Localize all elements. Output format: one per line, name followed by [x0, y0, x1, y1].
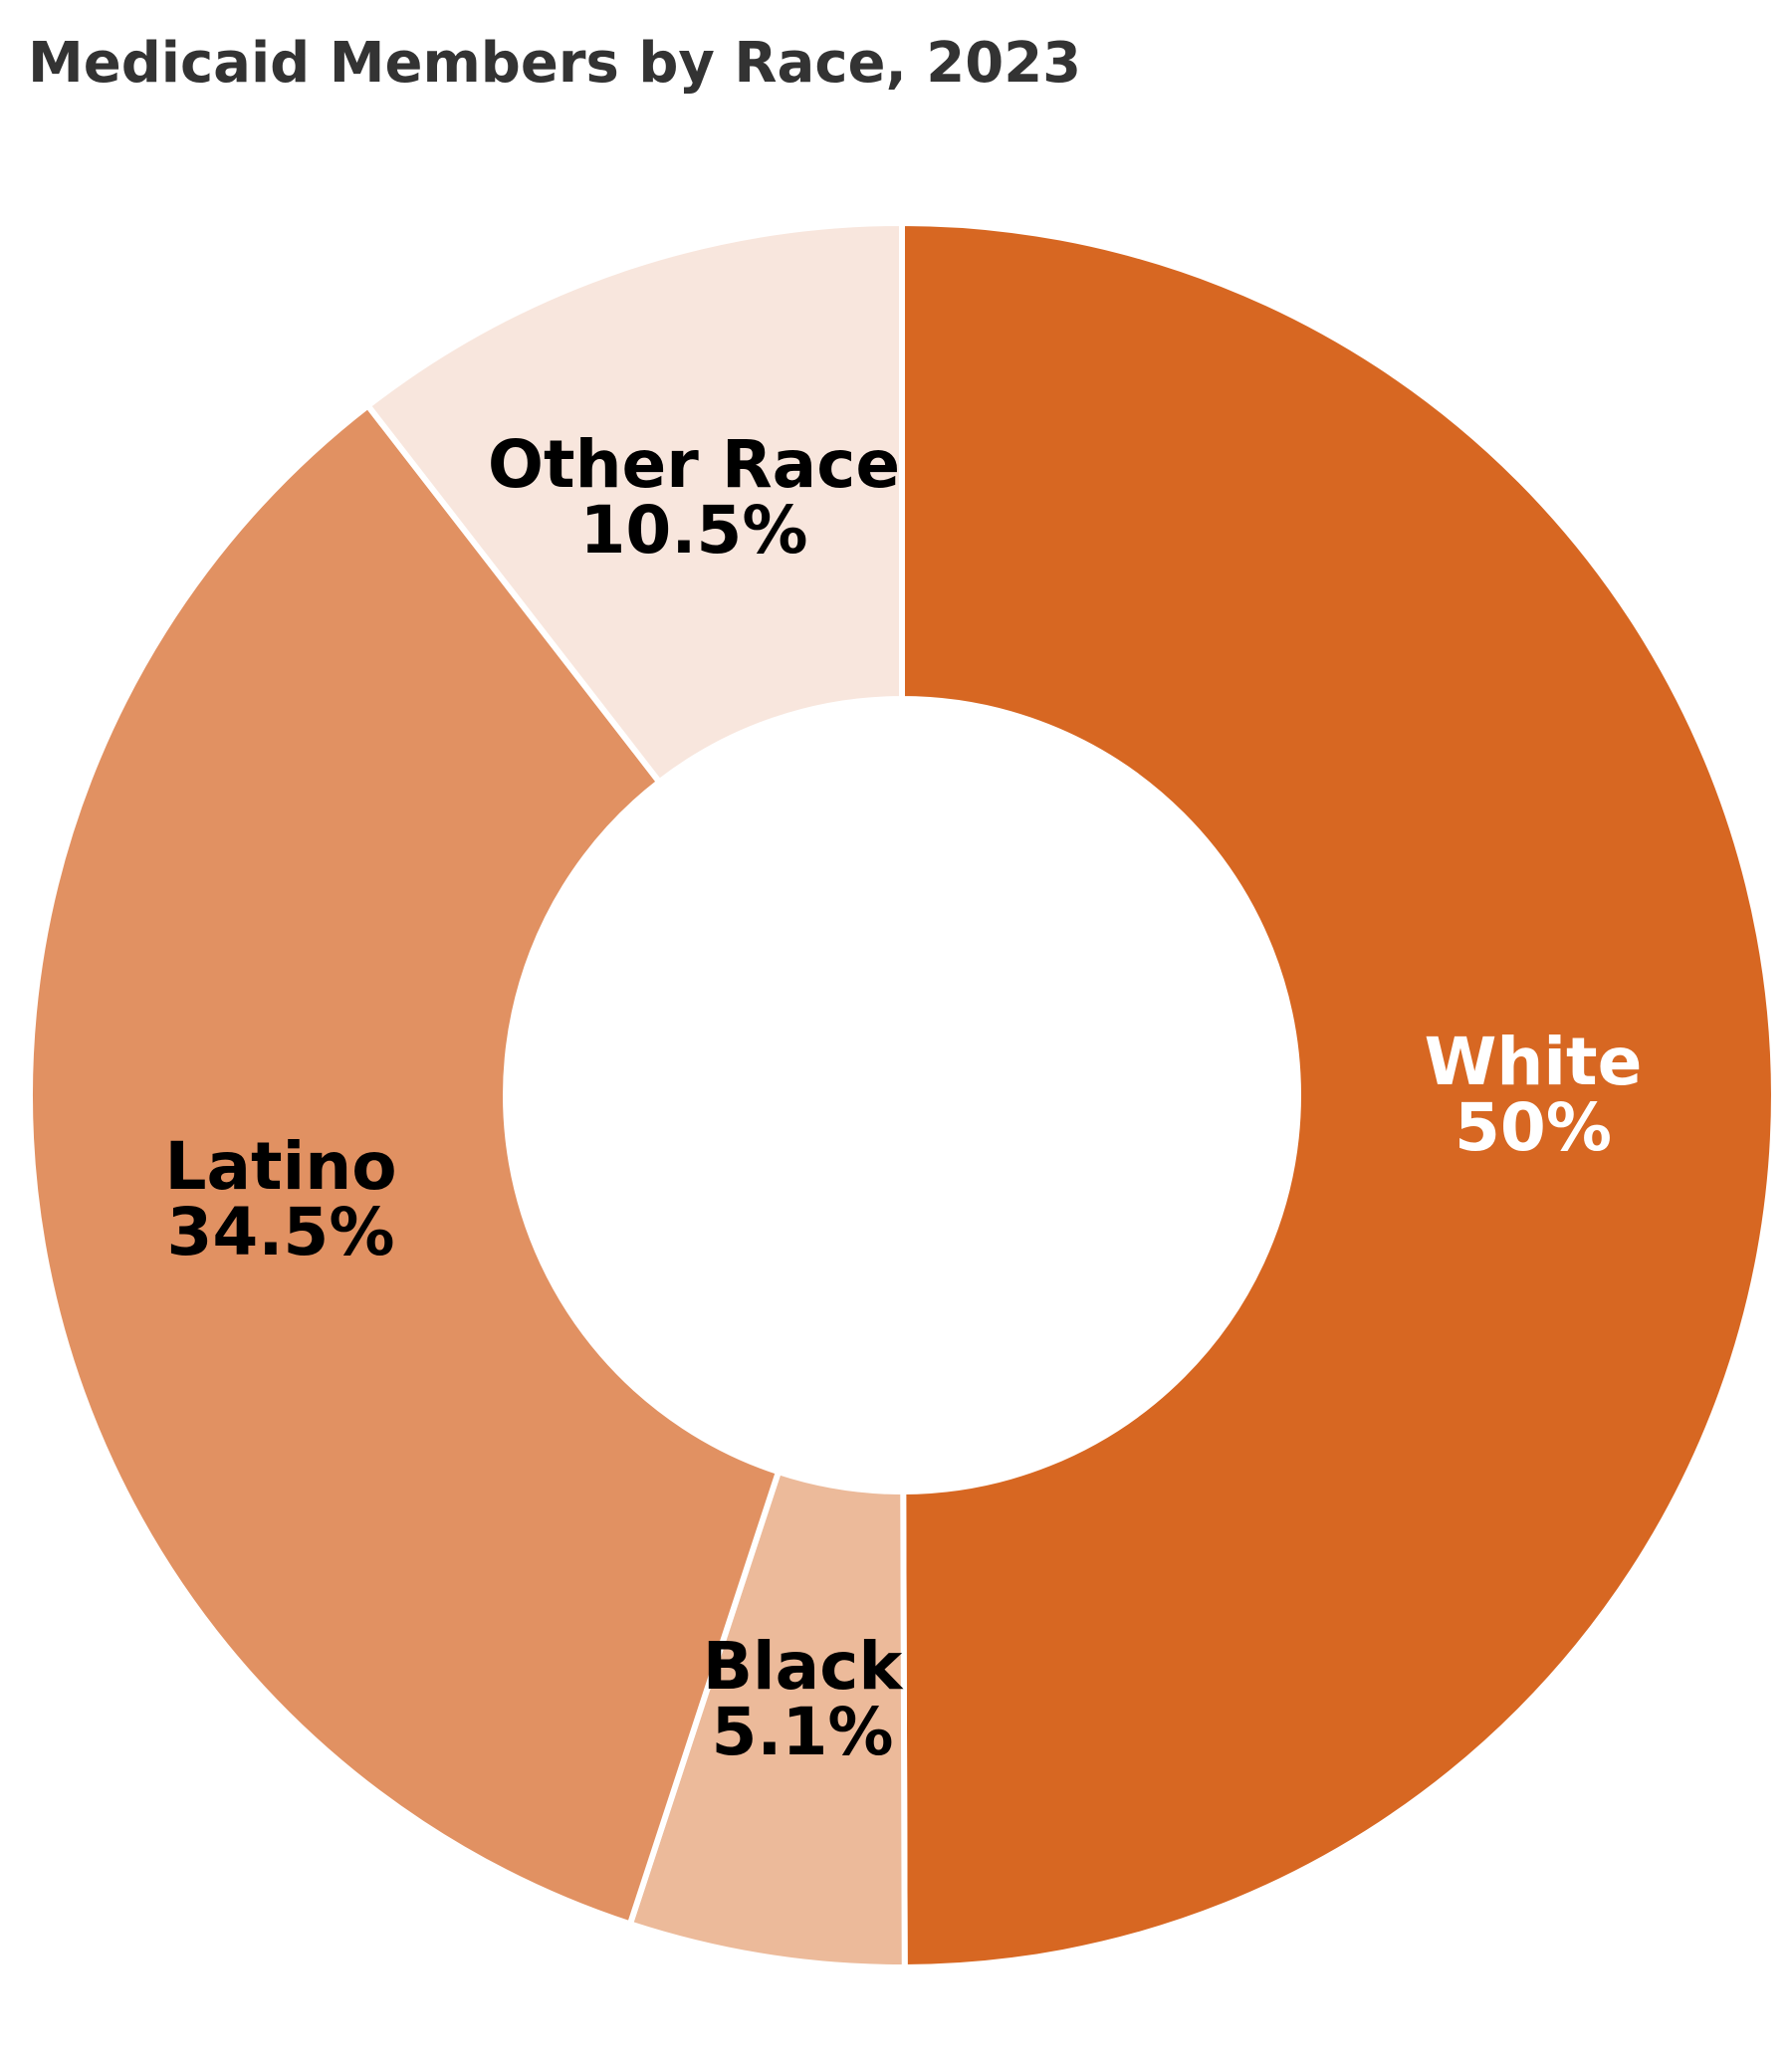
- slice-label-latino: Latino 34.5%: [164, 1128, 396, 1270]
- donut-labels: White 50% Black 5.1% Latino 34.5% Other Race 10…: [164, 426, 1642, 1770]
- slice-value-other: 10.5%: [580, 492, 808, 569]
- slice-category-other: Other Race: [488, 426, 900, 503]
- slice-latino: [27, 402, 782, 1928]
- slice-other: [364, 220, 905, 786]
- slice-category-black: Black: [703, 1628, 905, 1705]
- slice-category-white: White: [1425, 1024, 1643, 1100]
- slice-label-other: Other Race 10.5%: [488, 426, 900, 569]
- slice-white: [902, 223, 1774, 1967]
- chart-title: Medicaid Members by Race, 2023: [28, 31, 1082, 96]
- slice-category-latino: Latino: [164, 1128, 396, 1205]
- slice-label-white: White 50%: [1425, 1024, 1643, 1166]
- slice-value-white: 50%: [1455, 1089, 1612, 1166]
- slice-value-black: 5.1%: [711, 1694, 893, 1770]
- slice-label-black: Black 5.1%: [703, 1628, 905, 1770]
- slice-value-latino: 34.5%: [167, 1194, 395, 1270]
- donut-slices: [27, 220, 1774, 1967]
